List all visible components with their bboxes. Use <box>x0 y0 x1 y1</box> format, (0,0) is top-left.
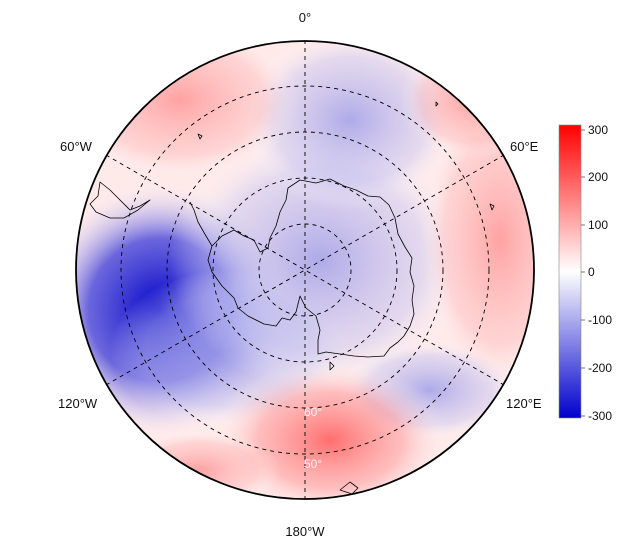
colorbar-tick-label: -200 <box>588 361 612 375</box>
colorbar-tick-label: 300 <box>588 123 608 137</box>
small-island <box>329 361 335 371</box>
small-island <box>435 101 439 107</box>
longitude-labels: 0° 60°E 120°E 180°W 120°W 60°W <box>58 10 542 539</box>
lat-label: 50° <box>304 457 322 471</box>
map-outline <box>75 40 535 500</box>
antarctic-peninsula-coastline <box>189 201 213 247</box>
lat-label: 60° <box>304 405 322 419</box>
antarctica-coastline <box>207 178 415 358</box>
south-america-coastline <box>89 181 151 219</box>
latitude-circle <box>120 85 490 455</box>
coastlines <box>89 101 495 495</box>
lon-label-lower-left: 120°W <box>58 396 98 411</box>
colorbar-gradient <box>558 124 582 419</box>
small-island <box>197 133 203 140</box>
anomaly-blob-east-positive <box>420 90 534 390</box>
colorbar-tick-label: 200 <box>588 170 608 184</box>
lon-label-top: 0° <box>299 10 311 25</box>
lon-label-lower-right: 120°E <box>506 396 542 411</box>
latitude-labels: 60° 50° <box>304 405 322 471</box>
graticule <box>105 41 505 499</box>
colorbar-tick-label: 100 <box>588 218 608 232</box>
colorbar-tick-label: 0 <box>588 265 595 279</box>
colorbar-tick-label: -300 <box>588 409 612 423</box>
colorbar-ticks <box>581 129 585 417</box>
small-island <box>339 481 359 495</box>
lon-label-upper-left: 60°W <box>60 139 93 154</box>
lon-label-upper-right: 60°E <box>510 139 539 154</box>
small-island <box>489 203 495 211</box>
colorbar: 300 200 100 0 -100 -200 -300 <box>558 123 612 423</box>
lon-label-bottom: 180°W <box>285 524 325 539</box>
field-shading <box>76 41 534 499</box>
colorbar-tick-label: -100 <box>588 313 612 327</box>
